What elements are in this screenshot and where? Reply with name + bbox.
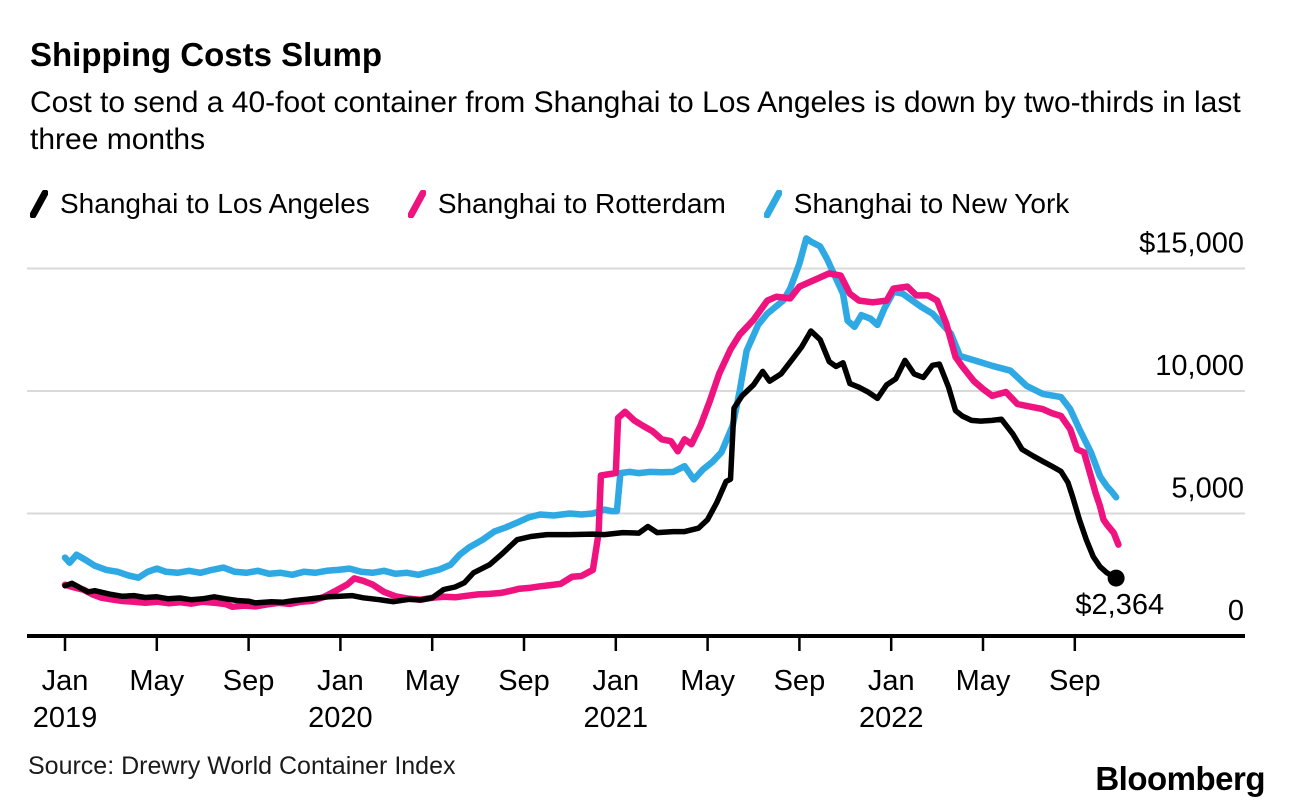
x-axis-month-label: May	[405, 665, 460, 697]
x-axis-year-label: 2020	[308, 702, 373, 734]
series-line-shanghai-to-rotterdam	[61, 270, 1122, 611]
legend-item-shanghai-to-rotterdam: Shanghai to Rotterdam	[407, 188, 726, 220]
x-axis-year-label: 2022	[859, 702, 924, 734]
y-axis-tick-label: $15,000	[1139, 228, 1244, 260]
chart-legend: Shanghai to Los Angeles Shanghai to Rott…	[30, 188, 1069, 220]
legend-label: Shanghai to Rotterdam	[437, 188, 726, 219]
y-axis-tick-label: 5,000	[1171, 473, 1244, 505]
x-axis-month-label: May	[956, 665, 1011, 697]
x-axis-month-label: Sep	[498, 665, 550, 697]
line-swatch-blue-icon	[763, 190, 782, 218]
chart-subtitle: Cost to send a 40-foot container from Sh…	[30, 86, 1241, 156]
legend-item-shanghai-to-los-angeles: Shanghai to Los Angeles	[30, 188, 370, 220]
x-axis-month-label: Jan	[317, 665, 364, 697]
legend-label: Shanghai to New York	[793, 188, 1070, 219]
bloomberg-logo: Bloomberg	[1095, 760, 1265, 797]
x-axis-month-label: Sep	[1049, 665, 1101, 697]
series-line-shanghai-to-new-york	[61, 235, 1120, 581]
end-value-annotation: $2,364	[1075, 589, 1164, 621]
legend-item-shanghai-to-new-york: Shanghai to New York	[763, 188, 1070, 220]
series-end-dot	[1107, 569, 1125, 587]
x-axis-month-label: May	[129, 665, 184, 697]
x-axis-month-label: Jan	[592, 665, 639, 697]
x-axis-month-label: Sep	[774, 665, 826, 697]
line-swatch-black-icon	[30, 190, 48, 218]
x-axis-month-label: Sep	[223, 665, 275, 697]
y-axis-tick-label: 0	[1228, 595, 1244, 627]
x-axis-month-label: May	[680, 665, 735, 697]
legend-label: Shanghai to Los Angeles	[60, 188, 370, 219]
x-axis-year-label: 2021	[584, 702, 649, 734]
x-axis-month-label: Jan	[42, 665, 89, 697]
x-axis-month-label: Jan	[868, 665, 915, 697]
line-swatch-pink-icon	[407, 190, 426, 218]
page-title: Shipping Costs Slump	[30, 36, 382, 73]
y-axis-tick-label: 10,000	[1155, 350, 1244, 382]
series-line-shanghai-to-los-angeles	[62, 328, 1119, 606]
x-axis-year-label: 2019	[33, 702, 98, 734]
source-note: Source: Drewry World Container Index	[28, 752, 456, 780]
